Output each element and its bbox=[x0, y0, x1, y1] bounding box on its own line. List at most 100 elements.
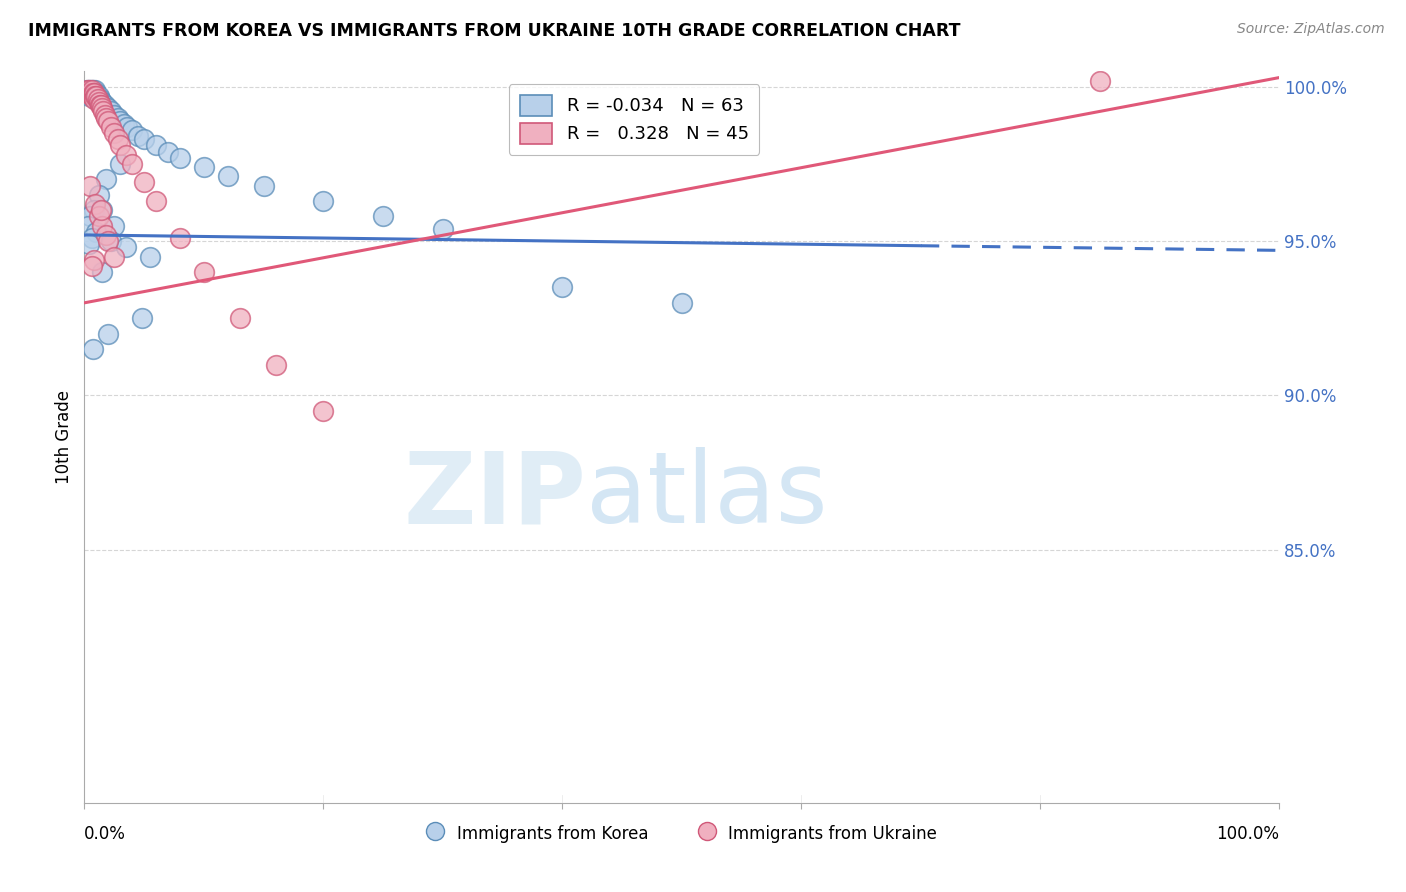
Point bbox=[90, 203, 112, 218]
Point bbox=[94, 172, 117, 186]
Point bbox=[115, 147, 138, 161]
Point bbox=[132, 176, 156, 190]
Point bbox=[80, 231, 103, 245]
Point bbox=[91, 219, 114, 233]
Point bbox=[139, 250, 162, 264]
Point bbox=[86, 86, 108, 100]
Point bbox=[84, 197, 107, 211]
Text: Source: ZipAtlas.com: Source: ZipAtlas.com bbox=[1237, 22, 1385, 37]
Point bbox=[90, 95, 112, 110]
Point bbox=[77, 86, 100, 100]
Point bbox=[87, 95, 110, 110]
Point bbox=[77, 219, 100, 233]
Point bbox=[82, 342, 104, 356]
Point bbox=[93, 107, 115, 121]
Point bbox=[79, 210, 101, 224]
Point bbox=[94, 227, 117, 242]
Text: atlas: atlas bbox=[586, 447, 828, 544]
Point bbox=[432, 221, 454, 235]
Point bbox=[83, 92, 105, 106]
Point bbox=[93, 98, 115, 112]
Point bbox=[132, 132, 156, 146]
Point bbox=[86, 89, 108, 103]
Point bbox=[107, 111, 129, 125]
Point bbox=[93, 98, 115, 112]
Legend: Immigrants from Korea, Immigrants from Ukraine: Immigrants from Korea, Immigrants from U… bbox=[420, 817, 943, 849]
Point bbox=[110, 157, 132, 171]
Point bbox=[79, 83, 101, 97]
Point bbox=[169, 231, 191, 245]
Point bbox=[82, 89, 104, 103]
Point bbox=[84, 92, 107, 106]
Point bbox=[94, 102, 117, 116]
Text: ZIP: ZIP bbox=[404, 447, 586, 544]
Point bbox=[671, 295, 693, 310]
Point bbox=[264, 358, 287, 372]
Point bbox=[93, 104, 115, 119]
Point bbox=[107, 132, 129, 146]
Point bbox=[97, 234, 120, 248]
Point bbox=[100, 104, 122, 119]
Point bbox=[83, 203, 105, 218]
Point bbox=[83, 86, 105, 100]
Point bbox=[1090, 73, 1112, 87]
Point bbox=[100, 120, 122, 134]
Point bbox=[373, 210, 395, 224]
Point bbox=[193, 265, 215, 279]
Point bbox=[110, 113, 132, 128]
Point bbox=[253, 178, 276, 193]
Point bbox=[87, 89, 110, 103]
Point bbox=[100, 234, 122, 248]
Point bbox=[193, 160, 215, 174]
Point bbox=[83, 252, 105, 267]
Point bbox=[217, 169, 239, 184]
Point bbox=[112, 117, 135, 131]
Text: 0.0%: 0.0% bbox=[84, 825, 127, 843]
Point bbox=[77, 83, 100, 97]
Point bbox=[77, 86, 100, 100]
Point bbox=[103, 250, 125, 264]
Point bbox=[83, 89, 105, 103]
Point bbox=[157, 145, 180, 159]
Point bbox=[229, 311, 252, 326]
Point bbox=[312, 194, 335, 208]
Point bbox=[103, 126, 125, 140]
Point bbox=[80, 83, 103, 97]
Point bbox=[82, 83, 104, 97]
Point bbox=[79, 178, 101, 193]
Point bbox=[91, 102, 114, 116]
Point bbox=[86, 89, 108, 103]
Point bbox=[76, 83, 98, 97]
Point bbox=[79, 86, 101, 100]
Point bbox=[127, 129, 149, 144]
Point bbox=[80, 259, 103, 273]
Point bbox=[82, 86, 104, 100]
Point bbox=[131, 311, 153, 326]
Point bbox=[87, 187, 110, 202]
Point bbox=[169, 151, 191, 165]
Point bbox=[91, 95, 114, 110]
Point bbox=[77, 237, 100, 252]
Point bbox=[84, 83, 107, 97]
Point bbox=[110, 138, 132, 153]
Point bbox=[91, 265, 114, 279]
Point bbox=[312, 404, 335, 418]
Point bbox=[97, 326, 120, 341]
Y-axis label: 10th Grade: 10th Grade bbox=[55, 390, 73, 484]
Point bbox=[103, 219, 125, 233]
Point bbox=[90, 98, 112, 112]
Text: IMMIGRANTS FROM KOREA VS IMMIGRANTS FROM UKRAINE 10TH GRADE CORRELATION CHART: IMMIGRANTS FROM KOREA VS IMMIGRANTS FROM… bbox=[28, 22, 960, 40]
Point bbox=[79, 86, 101, 100]
Point bbox=[86, 92, 108, 106]
Point bbox=[145, 138, 167, 153]
Point bbox=[83, 86, 105, 100]
Point bbox=[94, 111, 117, 125]
Point bbox=[121, 157, 143, 171]
Point bbox=[82, 86, 104, 100]
Point bbox=[80, 83, 103, 97]
Point bbox=[89, 92, 111, 106]
Point bbox=[77, 89, 100, 103]
Point bbox=[86, 92, 108, 106]
Point bbox=[145, 194, 167, 208]
Point bbox=[103, 107, 125, 121]
